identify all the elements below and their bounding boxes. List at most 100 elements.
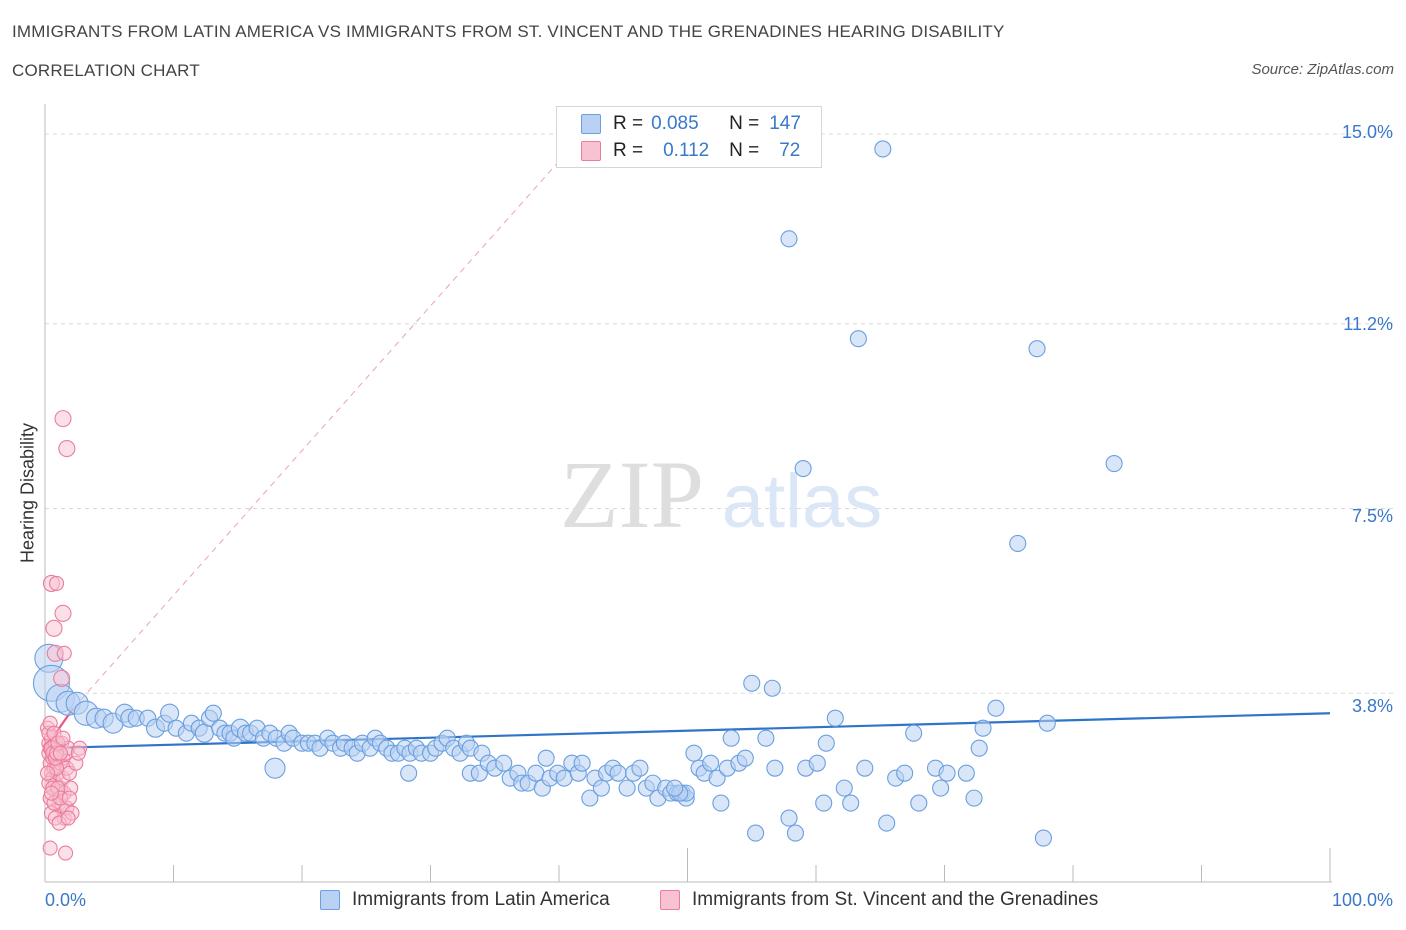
legend-item-st-vincent: Immigrants from St. Vincent and the Gren… <box>660 889 1098 911</box>
data-point-latin-america <box>592 779 610 797</box>
data-point-latin-america <box>763 679 781 697</box>
data-point-latin-america <box>856 759 874 777</box>
data-point-latin-america <box>609 764 627 782</box>
data-point-latin-america <box>896 764 914 782</box>
data-point-st-vincent <box>61 790 77 806</box>
data-point-latin-america <box>932 779 950 797</box>
stats-row-st-vincent: R = 0.112 N = 72 <box>581 139 800 163</box>
y-tick-label-7-5: 7.5% <box>1351 506 1393 526</box>
data-point-latin-america <box>1034 829 1052 847</box>
data-point-latin-america <box>204 704 222 722</box>
stats-row-latin-america: R = 0.085 N = 147 <box>581 112 801 136</box>
data-point-latin-america <box>736 749 754 767</box>
data-point-latin-america <box>1028 340 1046 358</box>
data-point-latin-america <box>766 759 784 777</box>
y-axis-title: Hearing Disability <box>17 422 38 564</box>
data-point-latin-america <box>970 739 988 757</box>
watermark-zip: ZIP <box>560 441 704 548</box>
data-point-latin-america <box>987 699 1005 717</box>
data-point-st-vincent <box>58 845 74 861</box>
data-point-st-vincent <box>54 604 72 622</box>
data-point-st-vincent <box>45 619 63 637</box>
data-point-latin-america <box>780 230 798 248</box>
data-point-latin-america <box>817 734 835 752</box>
data-point-latin-america <box>527 764 545 782</box>
n-value: 147 <box>769 113 801 134</box>
data-point-latin-america <box>849 330 867 348</box>
data-point-latin-america <box>537 749 555 767</box>
data-point-st-vincent <box>58 440 76 458</box>
data-point-st-vincent <box>53 669 71 687</box>
data-point-latin-america <box>747 824 765 842</box>
r-value: 0.112 <box>663 140 710 161</box>
n-label: N = <box>729 113 760 134</box>
data-point-latin-america <box>581 789 599 807</box>
series-st-vincent-points <box>40 410 88 861</box>
data-point-latin-america <box>743 674 761 692</box>
data-point-latin-america <box>712 794 730 812</box>
data-point-latin-america <box>780 809 798 827</box>
data-point-latin-america <box>573 754 591 772</box>
data-point-st-vincent <box>54 410 72 428</box>
data-point-st-vincent <box>60 810 76 826</box>
x-tick-label-100: 100.0% <box>1331 890 1393 910</box>
series-latin-america-points <box>32 140 1123 847</box>
data-point-latin-america <box>194 723 214 743</box>
swatch-blue <box>581 114 601 134</box>
data-point-latin-america <box>826 709 844 727</box>
data-point-st-vincent <box>43 785 59 801</box>
data-point-latin-america <box>808 754 826 772</box>
data-point-st-vincent <box>56 645 72 661</box>
data-point-latin-america <box>685 744 703 762</box>
data-point-latin-america <box>618 779 636 797</box>
legend-label: Immigrants from St. Vincent and the Gren… <box>692 889 1099 910</box>
trend-extension-st-vincent <box>72 153 566 709</box>
data-point-latin-america <box>794 460 812 478</box>
grid-lines <box>45 133 1395 694</box>
data-point-latin-america <box>708 769 726 787</box>
r-value: 0.085 <box>651 113 699 134</box>
legend-swatch-pink <box>660 890 680 910</box>
stats-legend: R = 0.085 N = 147 R = 0.112 N = 72 <box>556 106 822 168</box>
data-point-latin-america <box>957 764 975 782</box>
chart-title-line-1: IMMIGRANTS FROM LATIN AMERICA VS IMMIGRA… <box>12 22 1005 41</box>
data-point-st-vincent <box>40 765 56 781</box>
data-point-latin-america <box>842 794 860 812</box>
data-point-latin-america <box>878 814 896 832</box>
data-point-latin-america <box>965 789 983 807</box>
swatch-pink <box>581 141 601 161</box>
data-point-latin-america <box>815 794 833 812</box>
x-tick-label-0: 0.0% <box>45 890 87 910</box>
data-point-st-vincent <box>55 730 71 746</box>
data-point-st-vincent <box>52 745 68 761</box>
legend-item-latin-america: Immigrants from Latin America <box>320 889 610 911</box>
r-label: R = <box>613 140 644 161</box>
data-point-latin-america <box>910 794 928 812</box>
data-point-latin-america <box>666 779 684 797</box>
data-point-latin-america <box>555 769 573 787</box>
y-tick-label-3-8: 3.8% <box>1351 696 1393 716</box>
data-point-latin-america <box>1105 455 1123 473</box>
r-label: R = <box>613 113 644 134</box>
data-point-latin-america <box>722 729 740 747</box>
data-point-st-vincent <box>70 745 86 761</box>
data-point-latin-america <box>974 719 992 737</box>
data-point-latin-america <box>786 824 804 842</box>
data-point-latin-america <box>495 754 513 772</box>
legend-label: Immigrants from Latin America <box>352 889 610 910</box>
n-value: 72 <box>779 140 801 161</box>
data-point-latin-america <box>631 759 649 777</box>
source-label: Source: ZipAtlas.com <box>1251 61 1394 78</box>
n-label: N = <box>729 140 760 161</box>
data-point-latin-america <box>264 757 286 779</box>
data-point-latin-america <box>905 724 923 742</box>
data-point-latin-america <box>160 703 180 723</box>
y-tick-label-15: 15.0% <box>1341 122 1393 142</box>
legend-swatch-blue <box>320 890 340 910</box>
data-point-latin-america <box>702 754 720 772</box>
data-point-st-vincent <box>49 575 65 591</box>
data-point-latin-america <box>757 729 775 747</box>
chart-title-line-2: CORRELATION CHART <box>12 61 200 80</box>
data-point-latin-america <box>874 140 892 158</box>
